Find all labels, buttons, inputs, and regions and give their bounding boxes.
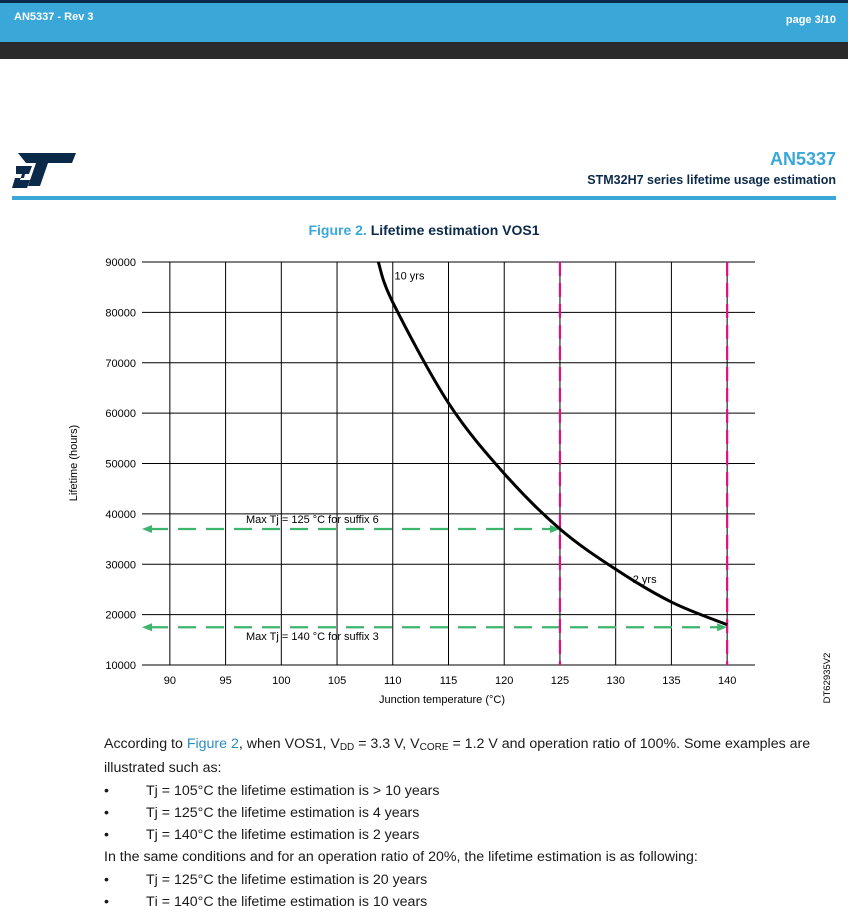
list-item: • Tj = 125°C the lifetime estimation is 4… (104, 802, 840, 824)
x-tick-label: 140 (718, 675, 736, 687)
list-item: • Tj = 140°C the lifetime estimation is 2… (104, 824, 840, 846)
intro-text-b: , when VOS1, V (238, 736, 340, 752)
list-item: • Tj = 125°C the lifetime estimation is 2… (104, 869, 840, 891)
figure-caption: Lifetime estimation VOS1 (370, 222, 540, 238)
horizontal-markers: Max Tj = 125 °C for suffix 6 Max Tj = 140… (142, 514, 728, 643)
st-logo-icon (12, 153, 76, 188)
y-tick-label: 90000 (105, 257, 136, 269)
y-tick-label: 50000 (105, 459, 136, 471)
y-tick-label: 20000 (105, 610, 136, 622)
bullet-dot: • (104, 783, 109, 799)
list-item-text: Tj = 140°C the lifetime estimation is 10… (146, 894, 428, 906)
page-indicator: page 3/10 (785, 14, 836, 26)
left-arrowhead (142, 623, 152, 632)
intro-text-a: According to (104, 736, 187, 752)
lifetime-curve (376, 261, 728, 627)
bullet-dot: • (104, 827, 109, 843)
x-tick-label: 105 (328, 675, 346, 687)
body-text: According to Figure 2, when VOS1, VDD = … (104, 734, 840, 906)
intro-text-d: = 1.2 V and operation ratio of 100%. Som… (104, 736, 811, 776)
x-tick-label: 125 (551, 675, 569, 687)
header-rule (12, 196, 836, 200)
toolbar-strip (0, 42, 848, 59)
x-axis-label: Junction temperature (°C) (379, 694, 505, 706)
right-arrowhead (717, 623, 728, 632)
chart-annotation: 2 yrs (633, 574, 657, 586)
doc-id: AN5337 (769, 149, 836, 169)
lifetime-chart: 10000 20000 30000 40000 50000 60000 70000 80000… (68, 257, 833, 706)
vertical-markers (558, 262, 729, 665)
figure-label: Figure 2. (308, 222, 367, 238)
intro-paragraph: According to Figure 2, when VOS1, VDD = … (104, 734, 840, 779)
intro-text-c: = 3.3 V, V (354, 736, 420, 752)
chart-annotation: 10 yrs (395, 271, 425, 283)
figure-code: DT62935V2 (822, 653, 833, 704)
vcore-subscript: CORE (419, 742, 449, 753)
x-tick-label: 135 (662, 675, 680, 687)
vdd-subscript: DD (339, 742, 355, 753)
x-tick-label: 90 (164, 675, 176, 687)
bullet-dot: • (104, 894, 109, 906)
y-tick-label: 30000 (105, 559, 136, 571)
x-tick-label: 130 (607, 675, 625, 687)
y-tick-label: 80000 (105, 307, 136, 319)
y-axis-label: Lifetime (hours) (68, 425, 80, 501)
marker-label: Max Tj = 125 °C for suffix 6 (246, 514, 379, 526)
chart-grid (142, 261, 755, 666)
list-item-text: Tj = 125°C the lifetime estimation is 20… (146, 872, 428, 888)
y-tick-labels: 10000 20000 30000 40000 50000 60000 70000 80000… (105, 257, 136, 672)
list-item-text: Tj = 125°C the lifetime estimation is 4 … (146, 805, 420, 821)
y-tick-label: 60000 (105, 408, 136, 420)
doc-subtitle: STM32H7 series lifetime usage estimation (587, 173, 836, 187)
y-tick-label: 70000 (105, 358, 136, 370)
list-item-text: Tj = 140°C the lifetime estimation is 2 … (146, 827, 420, 843)
bullet-list-2: • Tj = 125°C the lifetime estimation is 2… (104, 869, 840, 906)
y-tick-label: 40000 (105, 509, 136, 521)
y-tick-label: 10000 (105, 660, 136, 672)
doc-rev-label: AN5337 - Rev 3 (14, 11, 94, 23)
figure-link[interactable]: Figure 2 (186, 736, 239, 752)
x-tick-labels: 90 95 100 105 110 115 120 125 130 135 140 (164, 675, 737, 687)
chart-annotations: 10 yrs 2 yrs (395, 271, 658, 586)
second-paragraph: In the same conditions and for an operat… (104, 849, 698, 865)
top-bar: AN5337 - Rev 3 page 3/10 (0, 0, 848, 42)
x-tick-label: 120 (495, 675, 513, 687)
bullet-dot: • (104, 872, 109, 888)
marker-label: Max Tj = 140 °C for suffix 3 (246, 631, 379, 643)
right-arrowhead (549, 524, 560, 533)
list-item: • Tj = 140°C the lifetime estimation is 1… (104, 891, 840, 906)
list-item: • Tj = 105°C the lifetime estimation is >… (104, 780, 840, 802)
list-item-text: Tj = 105°C the lifetime estimation is > … (146, 783, 440, 799)
figure-title: Figure 2. Lifetime estimation VOS1 (0, 222, 848, 238)
bullet-dot: • (104, 805, 109, 821)
bullet-list-1: • Tj = 105°C the lifetime estimation is >… (104, 780, 840, 846)
x-tick-label: 115 (440, 675, 458, 687)
x-tick-label: 95 (219, 675, 231, 687)
x-tick-label: 110 (384, 675, 402, 687)
left-arrowhead (142, 524, 152, 533)
x-tick-label: 100 (272, 675, 290, 687)
